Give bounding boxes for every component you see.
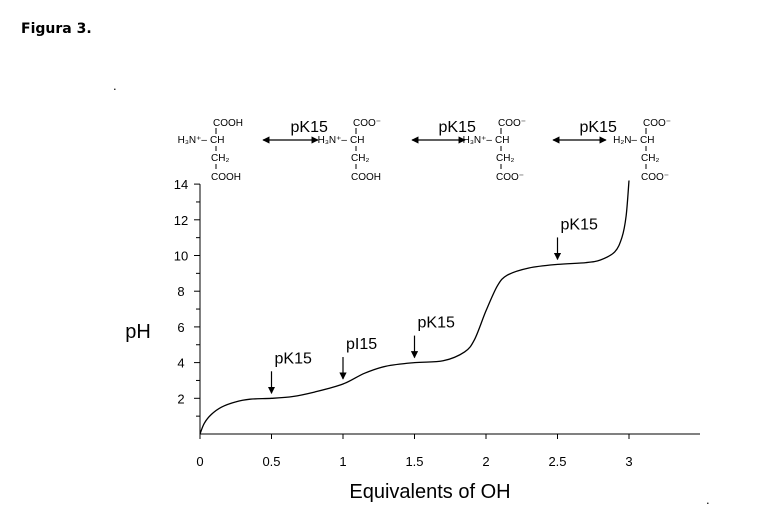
species-side-group: COOH — [211, 172, 241, 183]
species-ch: CH — [210, 135, 224, 146]
species-amine: H₂N– — [613, 135, 637, 146]
species-ch: CH — [350, 135, 364, 146]
x-tick-label: 1 — [339, 454, 346, 469]
species-ch2: CH₂ — [351, 153, 369, 164]
species-ch2: CH₂ — [211, 153, 229, 164]
species-top-group: COO⁻ — [643, 118, 671, 129]
y-tick-label: 12 — [174, 213, 188, 228]
svg-text:pI15: pI15 — [346, 336, 377, 353]
species-side-group: COO⁻ — [496, 172, 524, 183]
y-tick-label: 10 — [174, 249, 188, 264]
species-amine: H₃N⁺– — [318, 135, 348, 146]
y-tick-label: 14 — [174, 177, 188, 192]
species-ch2: CH₂ — [641, 153, 659, 164]
svg-text:pK15: pK15 — [291, 119, 328, 136]
y-axis-label: pH — [125, 321, 151, 343]
y-tick-label: 8 — [177, 284, 184, 299]
species-ch2: CH₂ — [496, 153, 514, 164]
species-amine: H₃N⁺– — [178, 135, 208, 146]
species-amine: H₃N⁺– — [463, 135, 493, 146]
svg-text:pK15: pK15 — [561, 216, 598, 233]
species-side-group: COO⁻ — [641, 172, 669, 183]
x-tick-label: 2.5 — [548, 454, 566, 469]
x-tick-label: 0.5 — [262, 454, 280, 469]
svg-text:pK15: pK15 — [275, 350, 312, 367]
x-tick-label: 3 — [625, 454, 632, 469]
species-ch: CH — [495, 135, 509, 146]
figure-label: Figura 3. — [21, 21, 92, 37]
titration-curve — [199, 180, 630, 435]
x-tick-label: 2 — [482, 454, 489, 469]
stray-mark: . — [706, 492, 710, 507]
y-tick-label: 6 — [177, 320, 184, 335]
x-tick-label: 0 — [196, 454, 203, 469]
y-tick-label: 2 — [177, 391, 184, 406]
svg-text:pK15: pK15 — [439, 119, 476, 136]
species-top-group: COO⁻ — [498, 118, 526, 129]
x-axis-label: Equivalents of OH — [349, 481, 510, 503]
svg-text:pK15: pK15 — [418, 315, 455, 332]
species-top-group: COO⁻ — [353, 118, 381, 129]
species-side-group: COOH — [351, 172, 381, 183]
species-ch: CH — [640, 135, 654, 146]
stray-mark: . — [113, 78, 117, 93]
y-tick-label: 4 — [177, 356, 184, 371]
svg-text:pK15: pK15 — [580, 119, 617, 136]
x-tick-label: 1.5 — [405, 454, 423, 469]
species-top-group: COOH — [213, 118, 243, 129]
